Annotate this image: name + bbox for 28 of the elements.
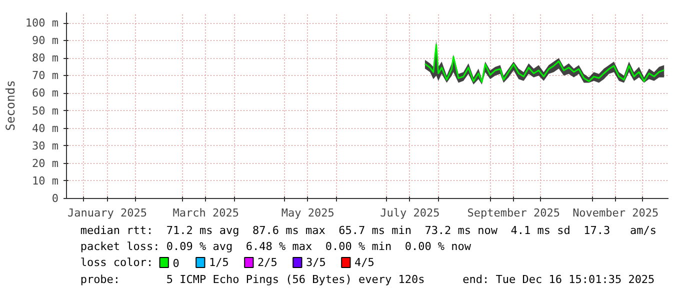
y-tick-label: 70 m [32,69,59,82]
y-tick-label: 40 m [32,122,59,135]
y-tick-label: 100 m [25,16,59,30]
legend-label: 4/5 [354,256,374,269]
y-tick-label: 80 m [32,52,59,65]
legend-title: loss color: [80,256,154,269]
text: median rtt: 71.2 ms avg 87.6 ms max 65.7 ms min 73.2 ms now 4.1 ms sd 17.3 am/s [80,224,656,237]
text: probe: 5 ICMP Echo Pings (56 Bytes) every 120s [80,273,425,286]
y-tick-label: 60 m [32,86,59,100]
y-tick-label: 30 m [32,139,59,152]
y-axis-title: Seconds [3,80,18,131]
legend-label: 0 [172,257,180,270]
text: end: Tue Dec 16 15:01:35 2025 [462,273,655,286]
x-tick-label: May 2025 [281,206,334,220]
legend-label: 2/5 [258,256,278,269]
x-tick-label: September 2025 [467,206,560,220]
y-tick-label: 10 m [32,174,59,188]
y-tick-label: 50 m [32,104,59,118]
y-tick-label: 90 m [32,34,59,48]
x-tick-label: January 2025 [68,206,148,220]
y-tick-label: 0 [52,192,58,205]
legend-label: 1/5 [209,256,229,269]
y-tick-label: 20 m [32,156,59,170]
x-tick-label: July 2025 [380,206,440,220]
x-tick-label: March 2025 [172,206,240,220]
x-tick-label: November 2025 [572,206,659,220]
legend-label: 3/5 [306,256,326,269]
text: packet loss: 0.09 % avg 6.48 % max 0.00 % min 0.00 % now [80,240,472,253]
